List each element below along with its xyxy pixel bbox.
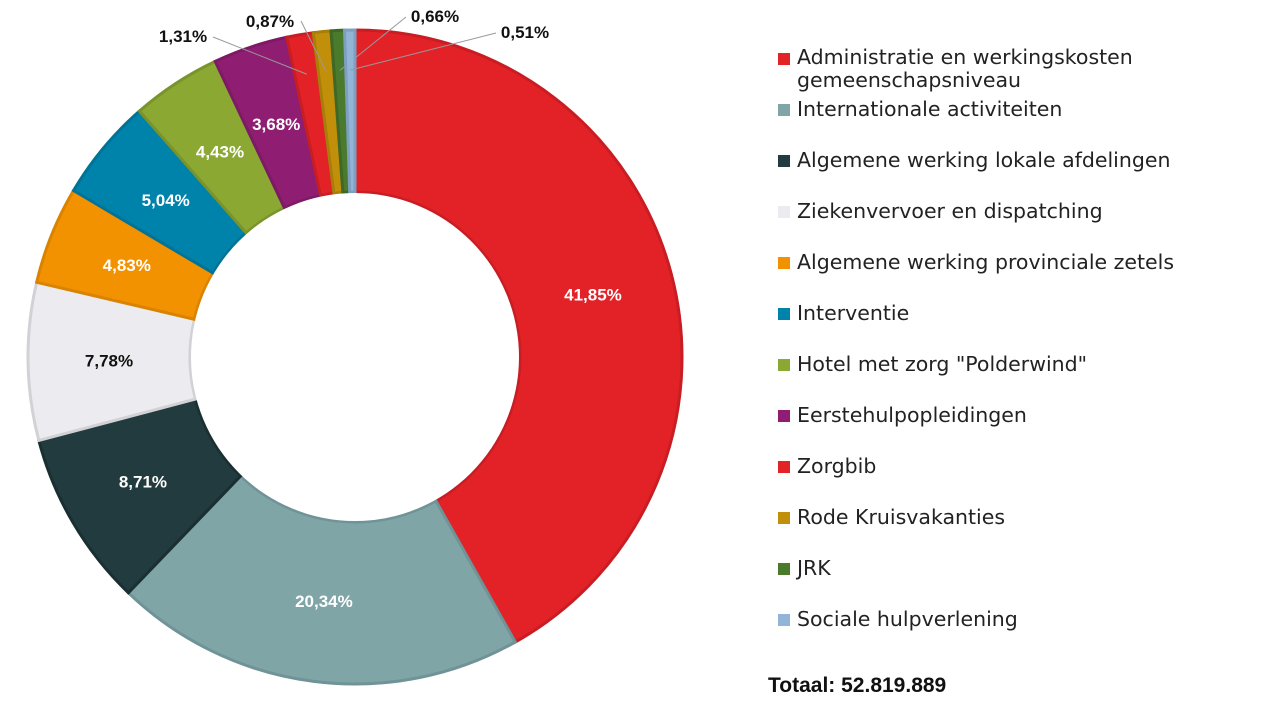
legend-label: Ziekenvervoer en dispatching <box>797 199 1103 223</box>
leader-line <box>350 32 497 71</box>
legend-label: Rode Kruisvakanties <box>797 505 1006 529</box>
leader-line <box>212 36 307 75</box>
legend-label: Sociale hulpverlening <box>797 607 1018 631</box>
slice-label: 0,51% <box>501 23 549 42</box>
slice-label: 1,31% <box>159 27 207 46</box>
slice-label: 4,83% <box>103 256 151 275</box>
legend-swatch <box>778 359 790 371</box>
legend-swatch <box>778 206 790 218</box>
donut-slice <box>126 473 518 686</box>
legend-label: Administratie en werkingskosten gemeensc… <box>797 45 1133 92</box>
legend-swatch <box>778 155 790 167</box>
legend-swatch <box>778 614 790 626</box>
legend-label: Hotel met zorg "Polderwind" <box>797 352 1088 376</box>
legend-swatch <box>778 410 790 422</box>
slice-label: 5,04% <box>142 191 190 210</box>
slice-label: 7,78% <box>85 351 133 370</box>
legend-label: Zorgbib <box>797 454 877 478</box>
leader-line <box>300 20 327 72</box>
legend-swatch <box>778 53 790 65</box>
legend-swatch <box>778 512 790 524</box>
slice-label: 3,68% <box>252 115 300 134</box>
legend-label: Interventie <box>797 301 910 325</box>
donut-slice <box>342 28 357 194</box>
slice-label: 41,85% <box>564 286 622 305</box>
legend-swatch <box>778 257 790 269</box>
slice-label: 20,34% <box>295 592 353 611</box>
slice-label: 8,71% <box>119 473 167 492</box>
legend-swatch <box>778 563 790 575</box>
donut-hole <box>191 193 519 521</box>
donut-chart-area: 41,85% 20,34% 8,71% 7,78% 4,83% 5,04% 4,43% 3,6… <box>26 7 684 686</box>
legend-label: Eerstehulpopleidingen <box>797 403 1027 427</box>
legend-label: Algemene werking provinciale zetels <box>797 250 1175 274</box>
legend-label: Algemene werking lokale afdelingen <box>797 148 1171 172</box>
donut-slice <box>353 28 684 645</box>
legend-label: Internationale activiteiten <box>797 97 1063 121</box>
total-label: Totaal: <box>768 674 836 697</box>
legend-swatch <box>778 308 790 320</box>
slice-label: 0,66% <box>411 7 459 26</box>
legend-label: JRK <box>797 556 831 580</box>
legend-swatch <box>778 104 790 116</box>
total-value: 52.819.889 <box>841 674 947 697</box>
donut-chart: 41,85% 20,34% 8,71% 7,78% 4,83% 5,04% 4,43% 3,6… <box>26 7 684 686</box>
legend-swatch <box>778 461 790 473</box>
slice-label: 0,87% <box>246 12 294 31</box>
total-amount: Totaal: 52.819.889 <box>768 674 946 698</box>
slice-label: 4,43% <box>196 142 244 161</box>
